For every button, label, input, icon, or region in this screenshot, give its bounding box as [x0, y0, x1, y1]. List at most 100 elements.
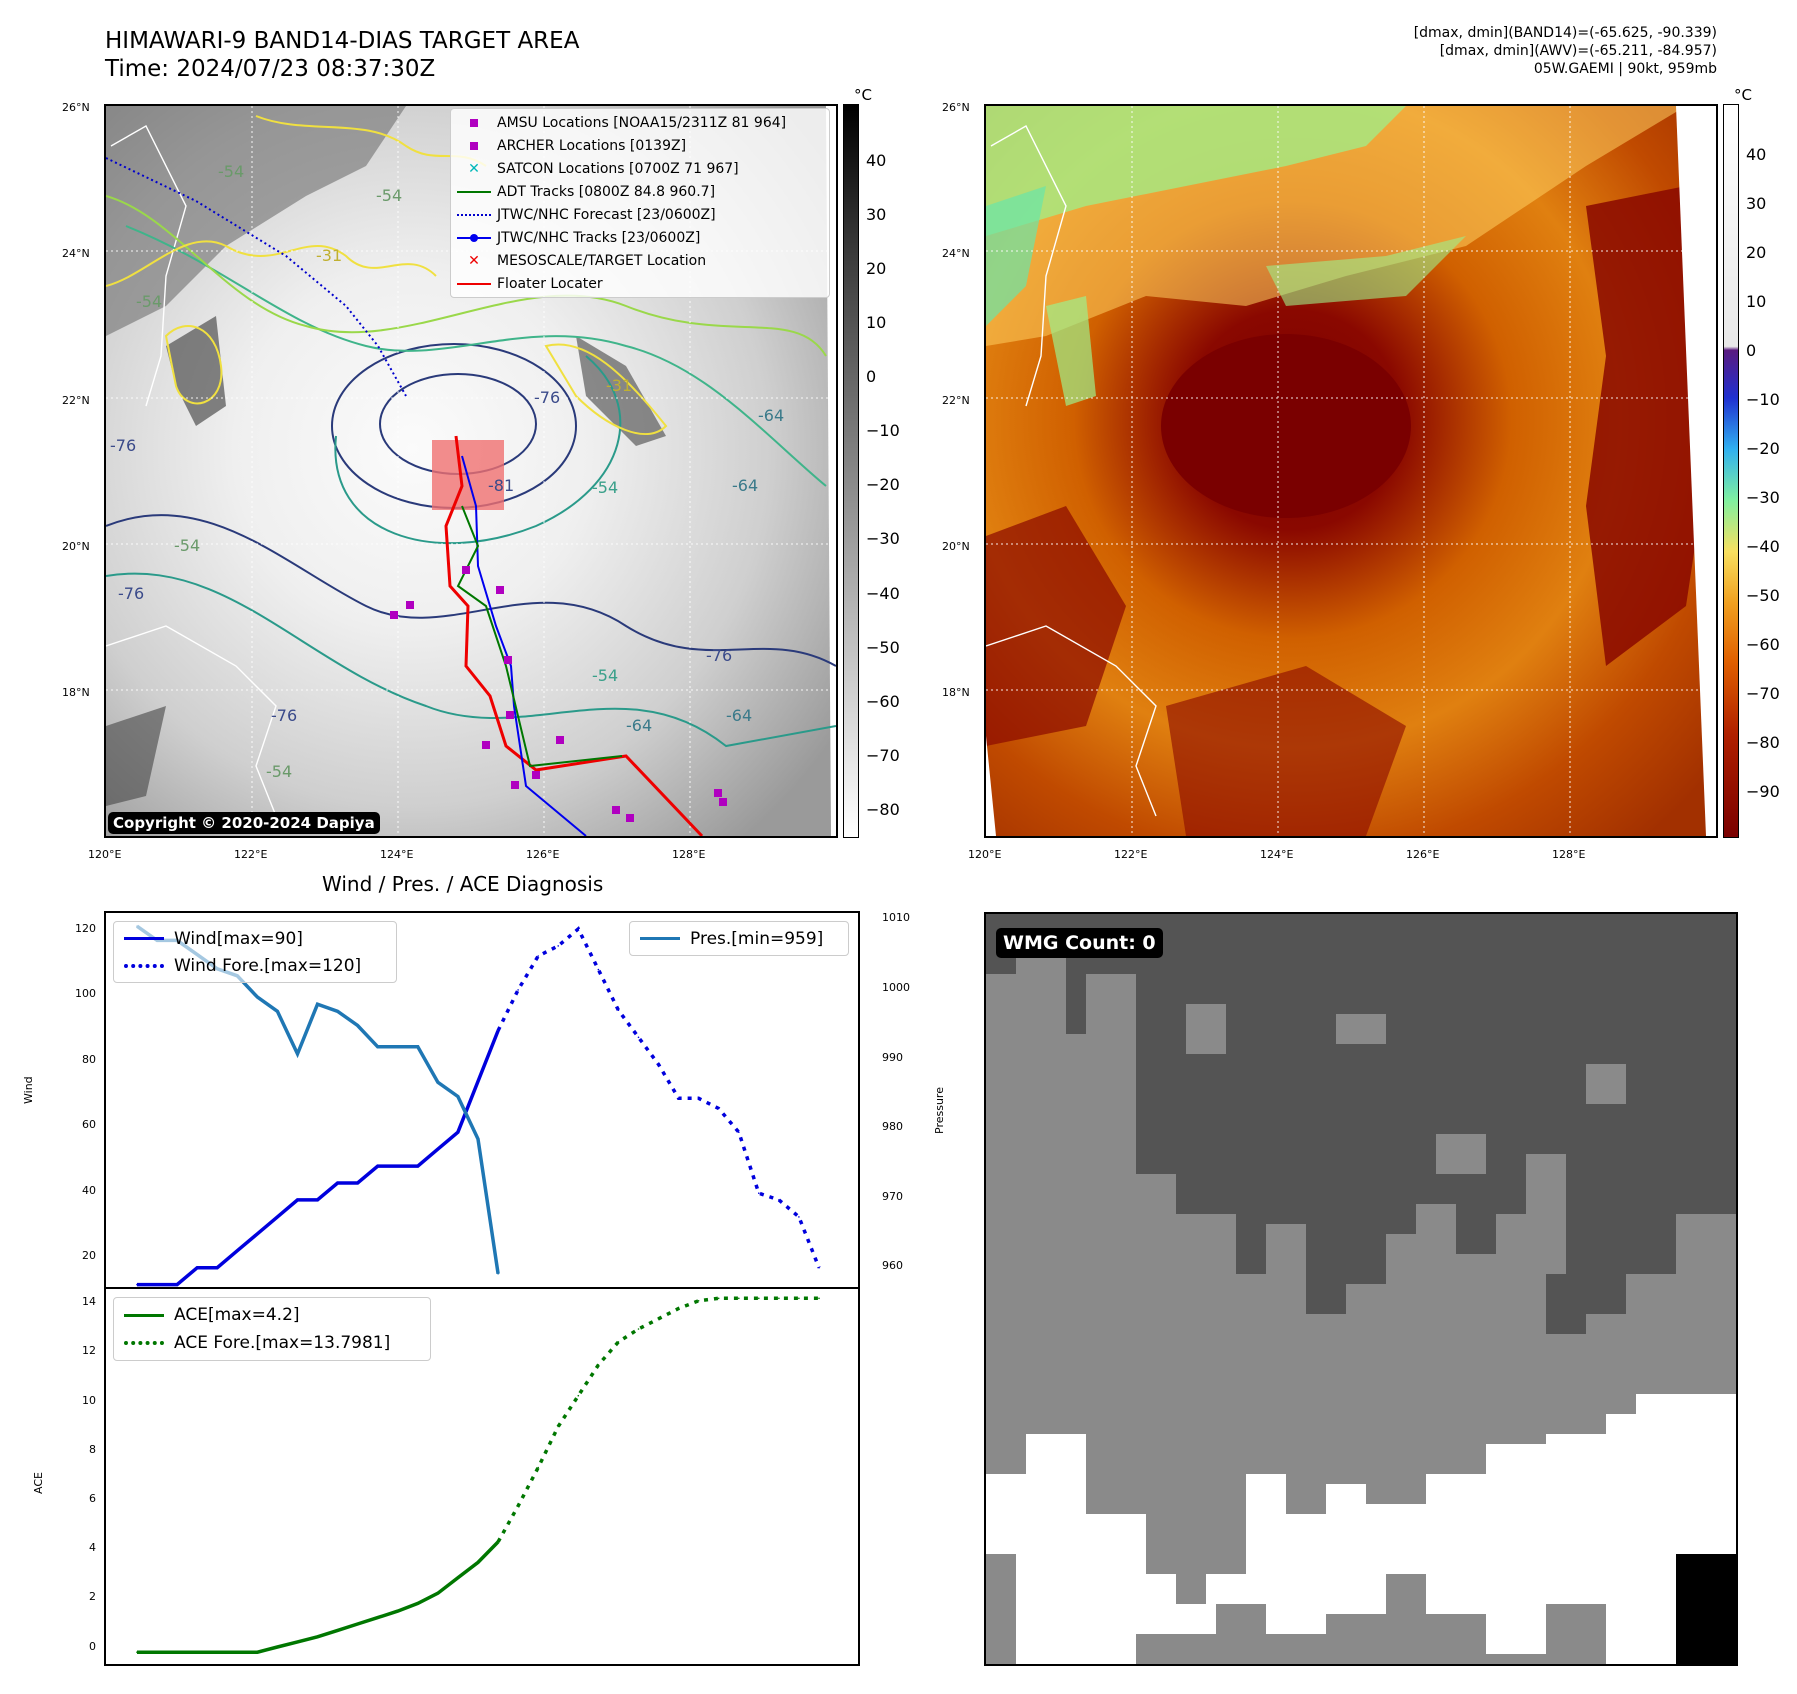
ir-colorbar-tick: 20	[866, 259, 887, 278]
pressure-tick: 1010	[882, 911, 910, 924]
pressure-point	[497, 1273, 499, 1275]
wind-point	[637, 1036, 640, 1039]
contour-label: -54	[376, 186, 403, 205]
wind-point	[316, 1199, 319, 1201]
wind-point	[236, 1249, 239, 1252]
dotted-line-icon	[124, 1341, 164, 1345]
legend-archer: ARCHER Locations [0139Z]	[451, 134, 829, 157]
lat-tick: 22°N	[942, 394, 970, 407]
wind-point	[437, 1148, 439, 1150]
ace-tick: 2	[89, 1590, 96, 1603]
contour-label: -76	[534, 388, 561, 407]
color-map-image	[986, 106, 1716, 836]
wmg-image	[986, 954, 1736, 1664]
ace-point	[256, 1651, 259, 1653]
wmg-count-badge: WMG Count: 0	[996, 928, 1163, 958]
pressure-point	[397, 1046, 399, 1048]
ir-colorbar-tick: −30	[866, 529, 900, 548]
ace-point	[617, 1341, 620, 1343]
contour-label: -64	[626, 716, 653, 735]
square-marker-icon	[470, 141, 478, 150]
color-colorbar-tick: −60	[1746, 635, 1780, 654]
wind-point	[597, 968, 600, 971]
color-colorbar-tick: −10	[1746, 390, 1780, 409]
wind-point	[457, 1131, 459, 1133]
ace-point	[216, 1651, 218, 1653]
lon-tick: 128°E	[1552, 848, 1586, 861]
lon-tick: 124°E	[1260, 848, 1294, 861]
wind-point	[617, 1009, 620, 1011]
contour-label: -64	[726, 706, 753, 725]
ace-point	[697, 1300, 700, 1302]
ace-point	[356, 1623, 359, 1625]
ace-point	[577, 1394, 580, 1397]
ace-tick: 10	[82, 1394, 96, 1407]
product-title: HIMAWARI-9 BAND14-DIAS TARGET AREA	[105, 28, 580, 54]
pressure-point	[336, 1010, 339, 1013]
lon-tick: 126°E	[526, 848, 560, 861]
wind-point	[657, 1063, 660, 1066]
wind-point	[557, 945, 559, 947]
square-marker-icon	[470, 118, 478, 127]
ace-point	[818, 1297, 820, 1300]
pressure-point	[477, 1138, 479, 1140]
color-colorbar-tick: 0	[1746, 341, 1757, 360]
ace-series-group	[136, 1296, 820, 1654]
wind-point	[397, 1165, 399, 1167]
ir-colorbar-tick: −60	[866, 692, 900, 711]
lat-tick: 26°N	[942, 101, 970, 114]
contour-label: -64	[758, 406, 785, 425]
ace-point	[417, 1602, 419, 1605]
diag-title: Wind / Pres. / ACE Diagnosis	[322, 872, 604, 896]
wind-tick: 40	[82, 1184, 96, 1197]
lon-tick: 120°E	[968, 848, 1002, 861]
ace-point	[717, 1297, 720, 1300]
legend-adt: ADT Tracks [0800Z 84.8 960.7]	[451, 180, 829, 203]
pressure-point	[296, 1053, 299, 1055]
wind-legend: Wind[max=90] Wind Fore.[max=120]	[113, 921, 397, 983]
lon-tick: 126°E	[1406, 848, 1440, 861]
wind-line-1	[496, 926, 821, 1269]
color-colorbar-unit: °C	[1734, 86, 1752, 104]
contour-label: -54	[174, 536, 201, 555]
lat-tick: 18°N	[62, 686, 90, 699]
wind-point	[738, 1131, 740, 1133]
wind-point	[497, 1029, 499, 1032]
pressure-point	[316, 1003, 319, 1005]
ace-point	[336, 1629, 339, 1632]
contour-label: -76	[110, 436, 137, 455]
ace-point	[517, 1505, 519, 1507]
pressure-tick: 980	[882, 1120, 903, 1133]
ace-tick: 0	[89, 1640, 96, 1653]
pressure-point	[417, 1046, 419, 1048]
wind-point	[296, 1199, 299, 1201]
ace-point	[657, 1318, 660, 1320]
wind-point	[818, 1266, 820, 1269]
pressure-point	[356, 1024, 359, 1027]
solid-line-icon	[640, 937, 680, 940]
ace-ylabel: ACE	[32, 1472, 45, 1494]
wind-point	[196, 1266, 198, 1269]
wind-point	[477, 1080, 479, 1083]
lon-tick: 122°E	[234, 848, 268, 861]
ace-point	[637, 1328, 640, 1330]
contour-label: -54	[136, 292, 163, 311]
wind-point	[156, 1283, 158, 1286]
ace-point	[597, 1364, 600, 1366]
wind-point	[697, 1097, 700, 1100]
lon-tick: 124°E	[380, 848, 414, 861]
ace-point	[677, 1307, 680, 1310]
legend-jtwc-forecast: JTWC/NHC Forecast [23/0600Z]	[451, 203, 829, 226]
wind-point	[176, 1283, 178, 1286]
info-awv-range: [dmax, dmin](AWV)=(-65.211, -84.957)	[1439, 43, 1717, 59]
ace-point	[316, 1636, 319, 1638]
wind-tick: 20	[82, 1249, 96, 1262]
ir-colorbar-tick: −50	[866, 638, 900, 657]
lat-tick: 22°N	[62, 394, 90, 407]
dot-line-icon	[457, 233, 491, 242]
solid-line-icon	[124, 1313, 164, 1317]
ace-point	[397, 1610, 399, 1612]
pressure-ylabel: Pressure	[933, 1087, 946, 1134]
color-colorbar-tick: 20	[1746, 243, 1767, 262]
info-block: [dmax, dmin](BAND14)=(-65.625, -90.339) …	[1414, 24, 1717, 78]
